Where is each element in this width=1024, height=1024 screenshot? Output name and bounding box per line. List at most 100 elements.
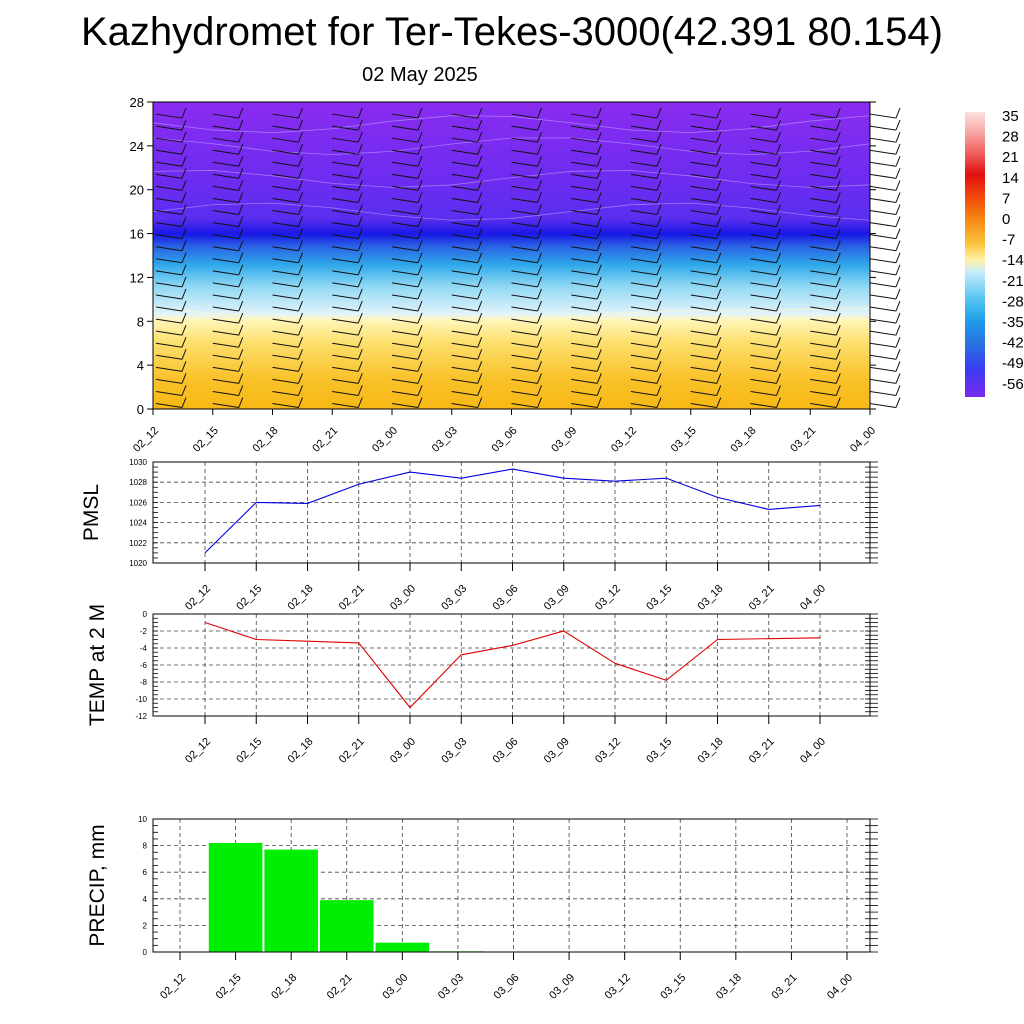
wind-barb-feather: [238, 349, 244, 360]
wind-barb-staff: [869, 270, 897, 276]
wind-barb-staff: [750, 125, 777, 131]
wind-barb: [332, 288, 363, 300]
wind-barb: [810, 385, 841, 396]
wind-barb-staff: [332, 294, 359, 300]
chart-title: Kazhydromet for Ter-Tekes-3000(42.391 80…: [81, 10, 943, 54]
wind-barb: [332, 361, 363, 372]
y-tick-label: 24: [130, 139, 144, 154]
wind-barb: [630, 337, 662, 348]
wind-barb-staff: [750, 403, 777, 409]
wind-barb: [690, 276, 722, 288]
wind-barb: [391, 324, 423, 336]
wind-barb-staff: [511, 149, 538, 155]
wind-barb-feather: [656, 107, 662, 119]
y-tick-label: 0: [143, 948, 148, 957]
wind-barb-feather: [776, 156, 781, 167]
wind-barb-feather: [537, 107, 542, 119]
wind-barb: [690, 349, 722, 360]
wind-barb-feather: [537, 349, 542, 360]
wind-barb-staff: [332, 125, 359, 131]
x-tick-label: 03_06: [491, 736, 521, 766]
wind-barb: [332, 300, 363, 312]
wind-barb: [391, 385, 423, 396]
wind-barb-feather: [357, 361, 363, 372]
y-tick-label: 1028: [129, 478, 147, 487]
x-tick-label: 04_00: [798, 736, 828, 766]
wind-barb-feather: [596, 349, 602, 360]
wind-barb: [750, 240, 781, 252]
wind-barb-staff: [571, 234, 598, 240]
wind-barb-staff: [810, 125, 837, 131]
wind-barb: [391, 131, 423, 143]
wind-barb-feather: [596, 156, 602, 167]
x-tick-label: 02_18: [251, 425, 281, 455]
wind-barb-staff: [511, 222, 538, 228]
wind-barb-feather: [776, 264, 781, 276]
wind-barb: [690, 288, 722, 300]
wind-barb-staff: [391, 222, 419, 228]
wind-barb-staff: [332, 354, 359, 360]
wind-barb: [810, 204, 841, 216]
wind-barb-staff: [630, 113, 658, 119]
wind-barb-staff: [511, 403, 538, 409]
x-tick-label: 03_15: [644, 736, 674, 766]
wind-barb-staff: [810, 306, 837, 312]
wind-barb-feather: [537, 192, 542, 203]
wind-barb-feather: [238, 131, 244, 143]
wind-barb: [511, 131, 542, 143]
wind-barb: [511, 324, 542, 336]
wind-barb-staff: [869, 342, 897, 348]
wind-barb-feather: [238, 180, 244, 191]
wind-barb: [212, 385, 244, 396]
wind-barb-feather: [238, 192, 244, 203]
wind-barb-feather: [716, 324, 722, 336]
wind-barb: [630, 168, 662, 179]
wind-barb: [391, 107, 423, 119]
y-tick-label: 8: [137, 314, 144, 329]
wind-barb-staff: [571, 306, 598, 312]
wind-barb: [272, 192, 303, 203]
wind-barb: [810, 192, 841, 203]
wind-barb-staff: [810, 258, 837, 264]
colorbar: 35 28 21 14 7 0 -7 -14 -21 -28 -35 -42 -49 -56: [965, 108, 1024, 397]
wind-barb-feather: [181, 397, 187, 408]
wind-barb-staff: [869, 330, 897, 336]
wind-barb-feather: [298, 324, 303, 336]
x-tick-label: 03_15: [658, 972, 688, 1002]
wind-barb: [750, 264, 781, 276]
wind-barb: [155, 228, 187, 240]
wind-barb: [810, 373, 841, 384]
wind-barb-feather: [656, 361, 662, 372]
wind-barb: [155, 216, 187, 228]
wind-barb: [750, 361, 781, 372]
wind-barb: [391, 349, 423, 360]
wind-barb-staff: [571, 342, 598, 348]
wind-barb: [451, 361, 483, 372]
wind-barb: [511, 312, 542, 324]
wind-barb-feather: [181, 240, 187, 251]
wind-barb-feather: [895, 373, 901, 384]
wind-barb-feather: [298, 252, 303, 263]
wind-barb-feather: [298, 228, 303, 239]
wind-barb: [869, 300, 901, 312]
wind-barb: [750, 119, 781, 131]
wind-barb-feather: [298, 337, 303, 348]
wind-barb-staff: [272, 210, 299, 216]
wind-barb-feather: [656, 276, 662, 288]
wind-barb-feather: [596, 216, 602, 227]
wind-barb-feather: [895, 228, 901, 239]
wind-barb-staff: [212, 258, 239, 264]
wind-barb: [511, 144, 542, 155]
wind-barb: [571, 180, 602, 191]
wind-barb: [571, 397, 602, 409]
wind-barb: [571, 300, 602, 312]
wind-barb-staff: [630, 282, 658, 288]
wind-barb-feather: [776, 349, 781, 360]
y-axis-label: PMSL: [80, 484, 103, 541]
wind-barb-staff: [750, 366, 777, 372]
wind-barb-staff: [810, 185, 837, 191]
wind-barb: [571, 131, 602, 143]
wind-barb-feather: [298, 144, 303, 155]
wind-barb-staff: [511, 210, 538, 216]
wind-barb: [750, 349, 781, 360]
